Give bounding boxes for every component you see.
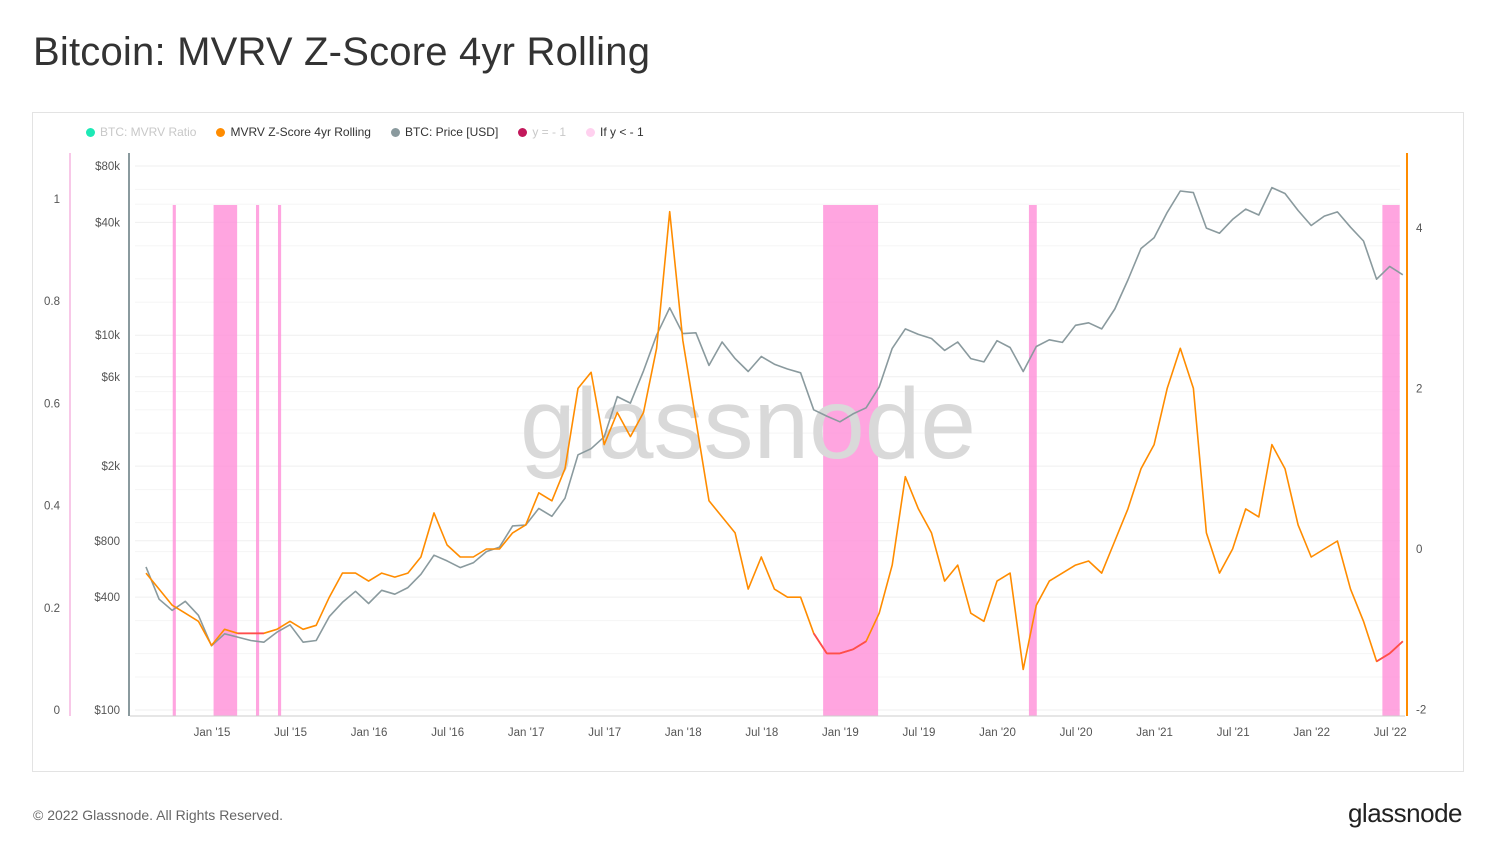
zscore-below-threshold-segment xyxy=(852,640,867,651)
x-axis-tick: Jan '21 xyxy=(1136,727,1173,739)
price-axis-tick: $400 xyxy=(94,592,120,604)
legend-item[interactable]: y = - 1 xyxy=(518,125,566,139)
z-axis-tick: -2 xyxy=(1416,705,1426,717)
left-axis-tick: 0.2 xyxy=(44,603,60,615)
legend-dot-icon xyxy=(390,127,400,137)
x-axis-tick: Jul '22 xyxy=(1374,727,1407,739)
price-axis-tick: $80k xyxy=(95,161,120,173)
series-line-zscore xyxy=(145,210,1404,671)
left-axis-tick: 1 xyxy=(54,194,60,206)
price-axis-tick: $40k xyxy=(95,217,120,229)
legend-dot-icon xyxy=(216,127,226,137)
legend-label: BTC: MVRV Ratio xyxy=(100,125,197,139)
x-axis-tick: Jul '18 xyxy=(745,727,778,739)
shaded-period xyxy=(172,205,176,716)
x-axis-tick: Jul '19 xyxy=(903,727,936,739)
x-axis-tick: Jul '15 xyxy=(274,727,307,739)
legend-dot-icon xyxy=(586,127,595,137)
zscore-below-threshold-segment xyxy=(1376,652,1391,663)
left-axis-tick: 0 xyxy=(54,705,60,717)
price-axis-tick: $6k xyxy=(101,372,120,384)
legend-item[interactable]: If y < - 1 xyxy=(586,125,644,139)
legend-dot-icon xyxy=(518,127,528,137)
shaded-period xyxy=(255,205,260,716)
series-line-price xyxy=(145,186,1404,647)
zscore-below-threshold-segment xyxy=(812,632,828,654)
legend: BTC: MVRV Ratio MVRV Z-Score 4yr Rolling B… xyxy=(86,125,644,139)
z-axis-tick: 0 xyxy=(1416,544,1422,556)
legend-label: y = - 1 xyxy=(532,125,566,139)
legend-label: If y < - 1 xyxy=(600,125,644,139)
shaded-period xyxy=(1382,205,1400,716)
legend-item[interactable]: MVRV Z-Score 4yr Rolling xyxy=(216,125,371,139)
x-axis-tick: Jul '21 xyxy=(1217,727,1250,739)
x-axis-tick: Jan '22 xyxy=(1293,727,1330,739)
shaded-period xyxy=(823,205,879,716)
x-axis-tick: Jan '16 xyxy=(351,727,388,739)
x-axis-tick: Jan '15 xyxy=(194,727,231,739)
glassnode-logo: glassnode xyxy=(1347,798,1463,828)
legend-label: MVRV Z-Score 4yr Rolling xyxy=(230,125,371,139)
copyright: © 2022 Glassnode. All Rights Reserved. xyxy=(33,807,284,823)
zscore-below-threshold-segment xyxy=(839,648,854,655)
x-axis-tick: Jul '20 xyxy=(1060,727,1093,739)
legend-item[interactable]: BTC: Price [USD] xyxy=(390,125,499,139)
price-axis-tick: $2k xyxy=(101,461,120,473)
watermark: glassnode xyxy=(520,368,976,480)
x-axis-tick: Jan '17 xyxy=(508,727,545,739)
price-axis-tick: $100 xyxy=(94,705,120,717)
left-axis-tick: 0.4 xyxy=(44,501,61,513)
chart-frame xyxy=(32,112,1464,772)
z-axis-tick: 2 xyxy=(1416,383,1422,395)
shaded-period xyxy=(213,205,238,716)
legend-label: BTC: Price [USD] xyxy=(404,125,499,139)
z-axis-tick: 4 xyxy=(1416,223,1423,235)
shaded-period xyxy=(1028,205,1037,716)
x-axis-tick: Jan '18 xyxy=(665,727,702,739)
left-axis-tick: 0.8 xyxy=(44,296,60,308)
x-axis-tick: Jul '16 xyxy=(431,727,464,739)
x-axis-tick: Jan '19 xyxy=(822,727,859,739)
shaded-period xyxy=(277,205,282,716)
legend-dot-icon xyxy=(86,127,95,137)
legend-item[interactable]: BTC: MVRV Ratio xyxy=(86,125,196,139)
page-title: Bitcoin: MVRV Z-Score 4yr Rolling xyxy=(33,30,651,74)
x-axis-tick: Jul '17 xyxy=(588,727,621,739)
left-axis-tick: 0.6 xyxy=(44,398,60,410)
zscore-below-threshold-segment xyxy=(1389,640,1404,655)
x-axis-tick: Jan '20 xyxy=(979,727,1016,739)
price-axis-tick: $10k xyxy=(95,330,120,342)
price-axis-tick: $800 xyxy=(94,536,120,548)
